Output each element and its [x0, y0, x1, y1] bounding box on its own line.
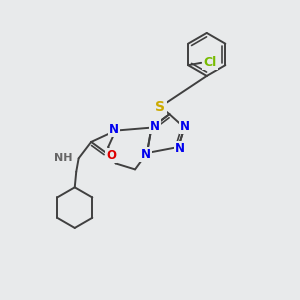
Text: Cl: Cl	[204, 56, 217, 69]
Text: O: O	[106, 149, 116, 162]
Text: N: N	[140, 148, 151, 161]
Text: N: N	[180, 120, 190, 133]
Text: N: N	[150, 120, 160, 133]
Text: S: S	[155, 100, 166, 114]
Text: N: N	[109, 123, 119, 136]
Text: N: N	[175, 142, 185, 155]
Text: NH: NH	[54, 153, 73, 164]
